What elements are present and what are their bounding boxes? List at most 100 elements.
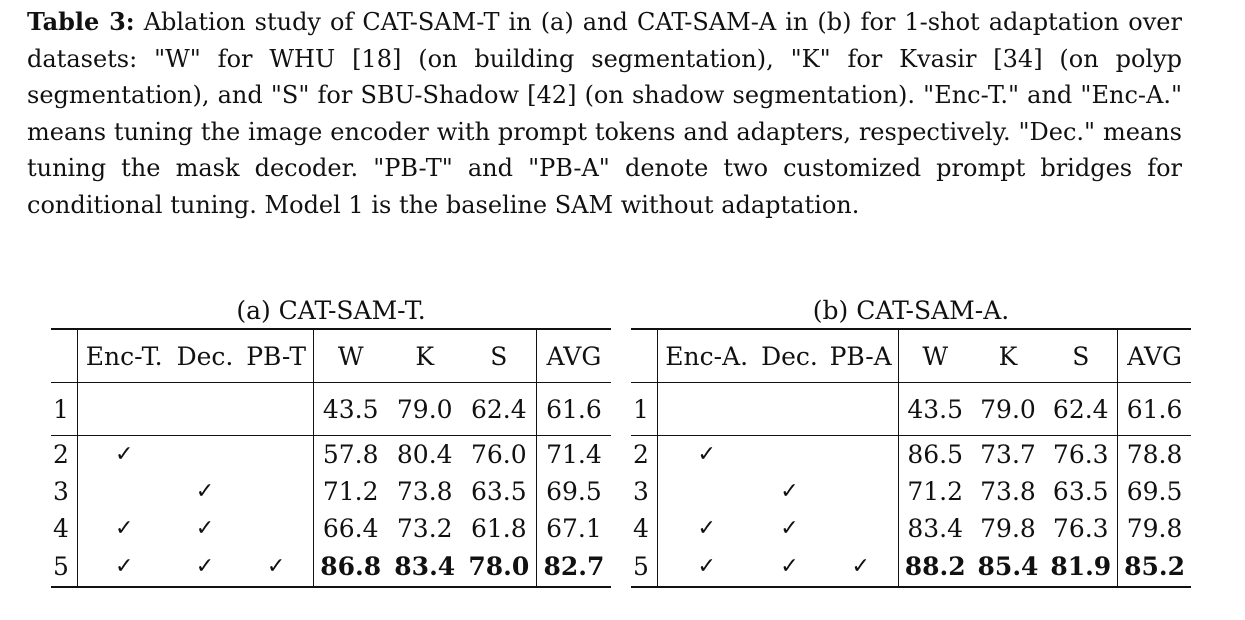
enc-check: ✓ [77, 547, 171, 587]
dec-check: ✓ [780, 516, 799, 541]
value-avg: 85.2 [1117, 547, 1191, 587]
enc-check: ✓ [657, 510, 756, 547]
value-s: 76.3 [1052, 440, 1109, 469]
header-index [631, 329, 658, 383]
enc-check [77, 382, 171, 436]
header-avg: AVG [535, 329, 611, 383]
pb-check [824, 510, 899, 547]
pb-check [240, 383, 313, 436]
table-row: 3 ✓ 71.2 73.8 63.5 69.5 [631, 473, 1191, 510]
row-index: 2 [633, 440, 649, 469]
table-row: 5 ✓ ✓ ✓ 88.2 85.4 81.9 85.2 [631, 547, 1191, 587]
header-k: K [998, 341, 1018, 371]
table-a: (a) CAT-SAM-T. Enc-T. Dec. PB-T W K S AV… [51, 294, 611, 588]
header-pb: PB-T [246, 341, 307, 371]
header-pb: PB-A [829, 341, 892, 371]
value-avg: 71.4 [535, 435, 611, 473]
value-s: 63.5 [1052, 477, 1109, 506]
row-index: 1 [633, 394, 649, 424]
caption-label: Table 3: [27, 7, 135, 36]
value-w: 71.2 [897, 473, 972, 510]
value-k: 73.8 [980, 477, 1036, 506]
dec-check [170, 383, 239, 436]
table-b: (b) CAT-SAM-A. Enc-A. Dec. PB-A W K S AV… [631, 294, 1191, 588]
table-row: 2 ✓ 86.5 73.7 76.3 78.8 [631, 435, 1191, 474]
value-avg: 78.8 [1117, 435, 1191, 473]
value-w: 57.8 [312, 435, 388, 473]
value-avg: 82.7 [535, 547, 611, 587]
header-s: S [490, 341, 508, 371]
header-dec: Dec. [176, 341, 234, 371]
value-k: 85.4 [977, 552, 1039, 581]
dec-check: ✓ [195, 554, 215, 579]
ablation-table-b: Enc-A. Dec. PB-A W K S AVG 1 43.5 79.0 6… [631, 328, 1191, 588]
table-row: 4 ✓ ✓ 66.4 73.2 61.8 67.1 [51, 510, 611, 547]
value-w: 71.2 [312, 473, 388, 510]
value-s: 63.5 [470, 477, 527, 506]
row-index: 3 [633, 477, 649, 506]
pb-check [824, 383, 899, 436]
header-s: S [1072, 341, 1090, 371]
header-enc: Enc-T. [77, 329, 171, 383]
value-w: 43.5 [897, 382, 972, 436]
value-s: 81.9 [1050, 552, 1112, 581]
value-avg: 61.6 [535, 382, 611, 436]
value-k: 79.0 [980, 394, 1036, 424]
row-index: 5 [53, 552, 69, 581]
value-s: 76.0 [470, 440, 527, 469]
header-dec: Dec. [761, 341, 818, 371]
caption-text: Ablation study of CAT-SAM-T in (a) and C… [27, 8, 1182, 219]
value-w: 83.4 [897, 510, 972, 547]
pb-check [824, 473, 899, 510]
value-w: 86.8 [312, 547, 388, 587]
value-avg: 61.6 [1117, 382, 1191, 436]
value-k: 79.8 [980, 514, 1036, 543]
enc-check: ✓ [77, 510, 171, 547]
header-row: Enc-T. Dec. PB-T W K S AVG [51, 329, 611, 383]
value-w: 88.2 [897, 547, 972, 587]
row-index: 2 [53, 440, 69, 469]
value-avg: 69.5 [1117, 473, 1191, 510]
value-k: 73.7 [980, 440, 1036, 469]
value-w: 86.5 [897, 435, 972, 473]
row-index: 4 [53, 514, 69, 543]
table-row: 5 ✓ ✓ ✓ 86.8 83.4 78.0 82.7 [51, 547, 611, 587]
pb-check: ✓ [851, 554, 870, 579]
enc-check [657, 382, 756, 436]
value-s: 76.3 [1052, 514, 1109, 543]
header-row: Enc-A. Dec. PB-A W K S AVG [631, 329, 1191, 383]
row-index: 1 [53, 394, 69, 424]
dec-check [755, 436, 823, 474]
table-row: 3 ✓ 71.2 73.8 63.5 69.5 [51, 473, 611, 510]
value-s: 62.4 [470, 394, 527, 424]
value-k: 83.4 [394, 552, 456, 581]
header-enc: Enc-A. [657, 329, 756, 383]
value-k: 73.2 [396, 514, 453, 543]
table-row: 1 43.5 79.0 62.4 61.6 [51, 382, 611, 436]
subcaption-a: (a) CAT-SAM-T. [236, 296, 426, 325]
table-row: 1 43.5 79.0 62.4 61.6 [631, 382, 1191, 436]
dec-check: ✓ [195, 516, 215, 541]
table-row: 4 ✓ ✓ 83.4 79.8 76.3 79.8 [631, 510, 1191, 547]
value-s: 78.0 [468, 552, 530, 581]
pb-check: ✓ [266, 554, 286, 579]
row-index: 3 [53, 477, 69, 506]
enc-check: ✓ [657, 547, 756, 587]
enc-check [657, 473, 756, 510]
enc-check: ✓ [77, 435, 171, 473]
dec-check [170, 436, 239, 474]
subcaption-b: (b) CAT-SAM-A. [812, 296, 1010, 325]
value-avg: 69.5 [535, 473, 611, 510]
pb-check [240, 436, 313, 474]
enc-check [77, 473, 171, 510]
header-w: W [312, 329, 388, 383]
value-avg: 67.1 [535, 510, 611, 547]
enc-check: ✓ [657, 435, 756, 473]
value-avg: 79.8 [1117, 510, 1191, 547]
pb-check [240, 510, 313, 547]
pb-check [824, 436, 899, 474]
dec-check [755, 383, 823, 436]
pb-check [240, 473, 313, 510]
header-w: W [897, 329, 972, 383]
value-s: 62.4 [1052, 394, 1109, 424]
